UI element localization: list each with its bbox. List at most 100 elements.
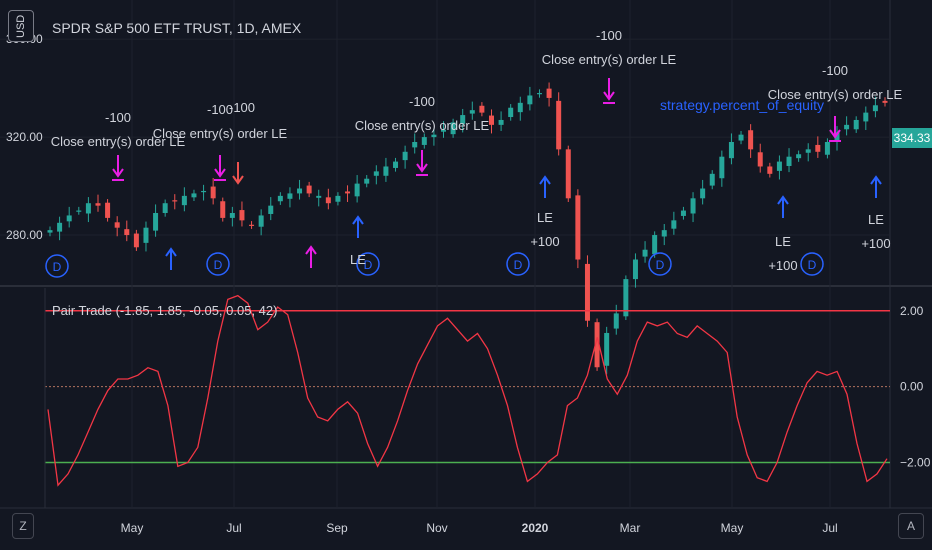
candle-body xyxy=(709,173,715,186)
candle-body xyxy=(47,230,53,233)
candle-body xyxy=(498,119,504,125)
candle-body xyxy=(757,152,763,167)
dividend-marker xyxy=(506,252,530,276)
candle-body xyxy=(450,122,456,135)
osc-tick-label: 0.00 xyxy=(900,380,924,394)
candle-body xyxy=(85,203,91,214)
sell-arrow-head xyxy=(232,175,244,185)
candle-body xyxy=(373,171,379,176)
candle-body xyxy=(652,235,658,255)
dividend-marker xyxy=(356,252,380,276)
candle-body xyxy=(335,195,341,202)
indicator-title: Pair Trade (-1.85, 1.85, -0.05, 0.05, 42… xyxy=(52,303,278,318)
candle-body xyxy=(642,249,648,257)
candle-body xyxy=(345,191,351,194)
candle-body xyxy=(632,259,638,280)
candle-body xyxy=(431,134,437,138)
candle-body xyxy=(700,188,706,199)
candle-body xyxy=(767,166,773,174)
osc-tick-label: −2.00 xyxy=(900,455,931,469)
candle-body xyxy=(776,161,782,171)
dividend-label: D xyxy=(53,260,62,274)
oscillator-line xyxy=(47,294,888,487)
dividend-label: D xyxy=(514,258,523,272)
candle-body xyxy=(575,195,581,260)
candle-body xyxy=(383,166,389,176)
candle-body xyxy=(748,130,754,150)
candle-body xyxy=(316,195,322,198)
candle-body xyxy=(57,222,63,232)
candle-body xyxy=(536,93,542,95)
candle-body xyxy=(133,233,139,248)
candle-body xyxy=(162,203,168,213)
trade-order-label: Close entry(s) order LE xyxy=(768,87,903,102)
candle-body xyxy=(460,115,466,124)
candle-body xyxy=(287,193,293,199)
trade-side-label: LE xyxy=(775,234,791,249)
zoom-reset-button[interactable]: Z xyxy=(12,513,34,539)
candle-body xyxy=(268,205,274,214)
candle-body xyxy=(249,224,255,226)
candle-body xyxy=(210,186,216,199)
candle-body xyxy=(441,129,447,132)
candle-body xyxy=(844,124,850,130)
last-price-tag: 334.33 xyxy=(892,128,932,148)
trade-qty-label: -100 xyxy=(822,63,848,78)
buy-arrow-head xyxy=(165,247,177,257)
candle-body xyxy=(239,210,245,221)
time-tick-label: Jul xyxy=(226,521,241,535)
candle-body xyxy=(229,213,235,218)
trade-qty-label: -100 xyxy=(229,100,255,115)
candle-body xyxy=(834,132,840,142)
currency-button[interactable]: USD xyxy=(8,10,34,42)
dividend-marker xyxy=(206,252,230,276)
candle-body xyxy=(584,263,590,321)
price-tick-label: 280.00 xyxy=(6,228,43,242)
candle-body xyxy=(517,102,523,113)
buy-arrow-head xyxy=(305,245,317,255)
candle-body xyxy=(277,195,283,202)
buy-arrow-head xyxy=(539,175,551,185)
candle-body xyxy=(719,156,725,179)
candle-body xyxy=(354,183,360,197)
trade-order-label: Close entry(s) order LE xyxy=(153,126,288,141)
sell-arrow-head xyxy=(416,163,428,173)
sell-arrow-head xyxy=(112,168,124,178)
dividend-label: D xyxy=(364,258,373,272)
dividend-label: D xyxy=(214,258,223,272)
candle-body xyxy=(565,149,571,199)
candle-body xyxy=(124,229,130,236)
candle-body xyxy=(594,322,600,368)
time-tick-label: Nov xyxy=(426,521,447,535)
time-tick-label: Sep xyxy=(326,521,348,535)
candle-body xyxy=(508,107,514,118)
candle-body xyxy=(201,190,207,193)
auto-scale-button[interactable]: A xyxy=(898,513,924,539)
candle-body xyxy=(786,156,792,166)
candle-body xyxy=(469,110,475,114)
time-tick-label: Jul xyxy=(822,521,837,535)
candle-body xyxy=(421,137,427,145)
dividend-marker xyxy=(45,254,69,278)
candle-body xyxy=(623,279,629,317)
candle-body xyxy=(364,178,370,184)
candle-body xyxy=(76,210,82,212)
candle-body xyxy=(613,313,619,329)
candle-body xyxy=(181,195,187,206)
trade-order-label: Close entry(s) order LE xyxy=(355,118,490,133)
trade-qty-label: -100 xyxy=(596,28,622,43)
trade-qty-label: -100 xyxy=(409,94,435,109)
trade-qty-label: -100 xyxy=(105,110,131,125)
candle-body xyxy=(95,203,101,206)
strategy-label: strategy.percent_of_equity xyxy=(660,97,824,113)
candle-body xyxy=(412,142,418,148)
dividend-marker xyxy=(648,252,672,276)
candle-body xyxy=(402,151,408,161)
candle-body xyxy=(220,201,226,218)
candle-body xyxy=(872,105,878,112)
candle-body xyxy=(527,95,533,105)
candle-body xyxy=(805,149,811,153)
candle-body xyxy=(191,193,197,198)
candle-body xyxy=(853,119,859,130)
